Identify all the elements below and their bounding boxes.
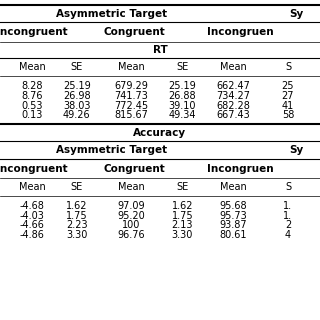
Text: 2.13: 2.13 <box>172 220 193 230</box>
Text: SE: SE <box>176 182 188 192</box>
Text: Incongruen: Incongruen <box>207 164 273 174</box>
Text: 734.27: 734.27 <box>217 91 251 101</box>
Text: Congruent: Congruent <box>104 164 165 174</box>
Text: 1.62: 1.62 <box>172 201 193 211</box>
Text: 26.88: 26.88 <box>169 91 196 101</box>
Text: Mean: Mean <box>19 62 45 72</box>
Text: Sy: Sy <box>289 145 303 156</box>
Text: -4.86: -4.86 <box>20 230 44 240</box>
Text: 1.75: 1.75 <box>66 211 88 221</box>
Text: 58: 58 <box>282 110 294 120</box>
Text: 49.26: 49.26 <box>63 110 91 120</box>
Text: 2: 2 <box>285 220 291 230</box>
Text: SE: SE <box>71 62 83 72</box>
Text: S: S <box>285 182 291 192</box>
Text: 95.20: 95.20 <box>117 211 145 221</box>
Text: 4: 4 <box>285 230 291 240</box>
Text: 679.29: 679.29 <box>114 81 148 92</box>
Text: Congruent: Congruent <box>104 27 165 37</box>
Text: 772.45: 772.45 <box>114 100 148 111</box>
Text: 49.34: 49.34 <box>169 110 196 120</box>
Text: 39.10: 39.10 <box>169 100 196 111</box>
Text: S: S <box>285 62 291 72</box>
Text: 100: 100 <box>122 220 140 230</box>
Text: SE: SE <box>176 62 188 72</box>
Text: 815.67: 815.67 <box>114 110 148 120</box>
Text: 41: 41 <box>282 100 294 111</box>
Text: 3.30: 3.30 <box>66 230 87 240</box>
Text: 80.61: 80.61 <box>220 230 247 240</box>
Text: Sy: Sy <box>289 9 303 20</box>
Text: 1.: 1. <box>284 211 292 221</box>
Text: Incongruen: Incongruen <box>207 27 273 37</box>
Text: 682.28: 682.28 <box>217 100 251 111</box>
Text: 2.23: 2.23 <box>66 220 88 230</box>
Text: Mean: Mean <box>118 182 145 192</box>
Text: 8.76: 8.76 <box>21 91 43 101</box>
Text: Mean: Mean <box>220 182 247 192</box>
Text: 0.13: 0.13 <box>21 110 43 120</box>
Text: 741.73: 741.73 <box>114 91 148 101</box>
Text: 96.76: 96.76 <box>117 230 145 240</box>
Text: 662.47: 662.47 <box>217 81 251 92</box>
Text: RT: RT <box>153 44 167 55</box>
Text: 1.62: 1.62 <box>66 201 88 211</box>
Text: Incongruent: Incongruent <box>0 27 68 37</box>
Text: 3.30: 3.30 <box>172 230 193 240</box>
Text: SE: SE <box>71 182 83 192</box>
Text: 25.19: 25.19 <box>169 81 196 92</box>
Text: -4.68: -4.68 <box>20 201 44 211</box>
Text: 27: 27 <box>282 91 294 101</box>
Text: Mean: Mean <box>118 62 145 72</box>
Text: 1.: 1. <box>284 201 292 211</box>
Text: 95.68: 95.68 <box>220 201 247 211</box>
Text: Asymmetric Target: Asymmetric Target <box>56 9 168 20</box>
Text: 95.73: 95.73 <box>220 211 247 221</box>
Text: 0.53: 0.53 <box>21 100 43 111</box>
Text: Asymmetric Target: Asymmetric Target <box>56 145 168 156</box>
Text: 97.09: 97.09 <box>117 201 145 211</box>
Text: 25.19: 25.19 <box>63 81 91 92</box>
Text: 667.43: 667.43 <box>217 110 251 120</box>
Text: 38.03: 38.03 <box>63 100 91 111</box>
Text: Mean: Mean <box>220 62 247 72</box>
Text: 1.75: 1.75 <box>172 211 193 221</box>
Text: 25: 25 <box>282 81 294 92</box>
Text: -4.03: -4.03 <box>20 211 44 221</box>
Text: Incongruent: Incongruent <box>0 164 68 174</box>
Text: -4.66: -4.66 <box>20 220 44 230</box>
Text: 8.28: 8.28 <box>21 81 43 92</box>
Text: 93.87: 93.87 <box>220 220 247 230</box>
Text: Accuracy: Accuracy <box>133 128 187 138</box>
Text: 26.98: 26.98 <box>63 91 91 101</box>
Text: Mean: Mean <box>19 182 45 192</box>
